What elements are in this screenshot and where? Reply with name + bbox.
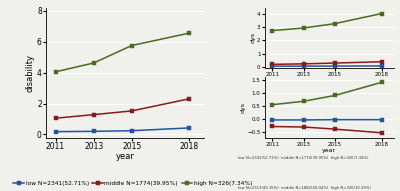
X-axis label: year: year xyxy=(116,152,134,161)
Text: low N=2341(52.71%)  middle N=1774(39.95%)  high N=326(7.34%): low N=2341(52.71%) middle N=1774(39.95%)… xyxy=(238,156,368,160)
Y-axis label: dys: dys xyxy=(241,102,246,113)
Legend: low N=2341(52.71%), middle N=1774(39.95%), high N=326(7.34%): low N=2341(52.71%), middle N=1774(39.95%… xyxy=(11,178,255,188)
X-axis label: year: year xyxy=(322,79,336,84)
Text: low N=2313(49.15%)  middle N=1882(40.04%)  high N=326(10.29%): low N=2313(49.15%) middle N=1882(40.04%)… xyxy=(238,186,371,190)
X-axis label: year: year xyxy=(322,148,336,153)
Y-axis label: disability: disability xyxy=(25,54,34,91)
Y-axis label: dys: dys xyxy=(250,32,256,43)
